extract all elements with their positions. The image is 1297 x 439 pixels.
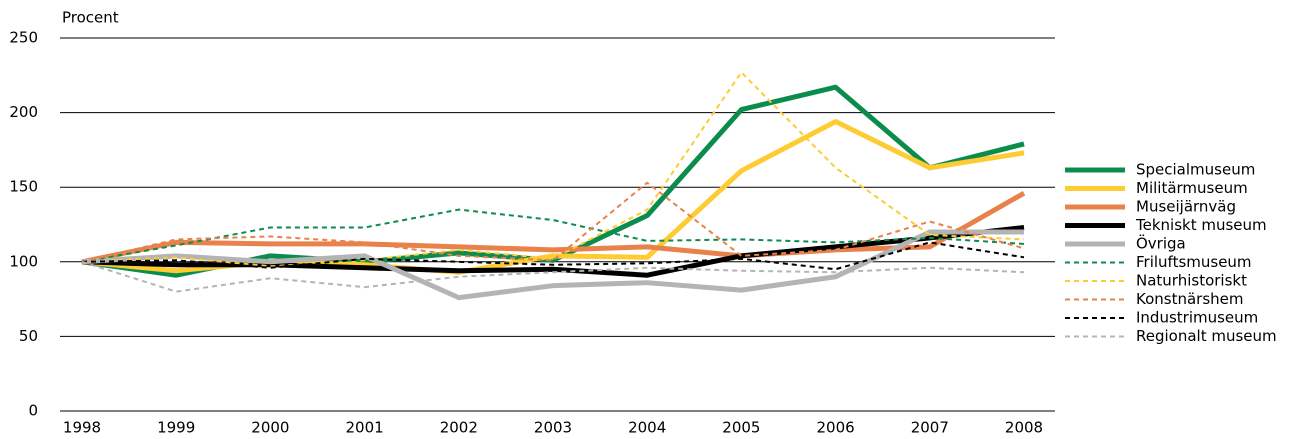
x-tick-label: 2007 xyxy=(911,419,949,437)
y-tick-label: 200 xyxy=(9,103,38,121)
x-tick-label: 1999 xyxy=(157,419,195,437)
x-tick-label: 2002 xyxy=(440,419,478,437)
y-tick-label: 0 xyxy=(28,402,38,420)
x-tick-label: 2004 xyxy=(628,419,666,437)
series-line xyxy=(81,71,1025,268)
series-line xyxy=(81,229,1024,301)
y-tick-label: 250 xyxy=(9,29,38,47)
series-line xyxy=(81,241,1025,271)
x-tick-label: 2000 xyxy=(251,419,289,437)
series-line xyxy=(81,208,1025,263)
y-tick-label: 100 xyxy=(9,252,38,270)
y-tick-label: 150 xyxy=(9,178,38,196)
y-axis-label: Procent xyxy=(62,9,119,27)
x-tick-label: 2005 xyxy=(722,419,760,437)
x-tick-label: 1998 xyxy=(63,419,101,437)
legend-label: Övriga xyxy=(1136,234,1186,253)
legend-label: Regionalt museum xyxy=(1136,327,1277,345)
x-tick-label: 2006 xyxy=(817,419,855,437)
legend-label: Konstnärshem xyxy=(1136,290,1244,308)
legend-label: Industrimuseum xyxy=(1136,309,1258,327)
series-line xyxy=(81,190,1026,265)
legend-label: Militärmuseum xyxy=(1136,179,1248,197)
x-tick-label: 2003 xyxy=(534,419,572,437)
series-line xyxy=(81,260,1025,293)
x-tick-label: 2001 xyxy=(346,419,384,437)
legend-label: Tekniskt museum xyxy=(1135,216,1267,234)
legend-label: Museijärnväg xyxy=(1136,198,1236,216)
legend-label: Friluftsmuseum xyxy=(1136,253,1252,271)
legend-label: Naturhistoriskt xyxy=(1136,272,1247,290)
legend-label: Specialmuseum xyxy=(1136,161,1255,179)
x-tick-label: 2008 xyxy=(1005,419,1043,437)
y-tick-label: 50 xyxy=(19,327,38,345)
